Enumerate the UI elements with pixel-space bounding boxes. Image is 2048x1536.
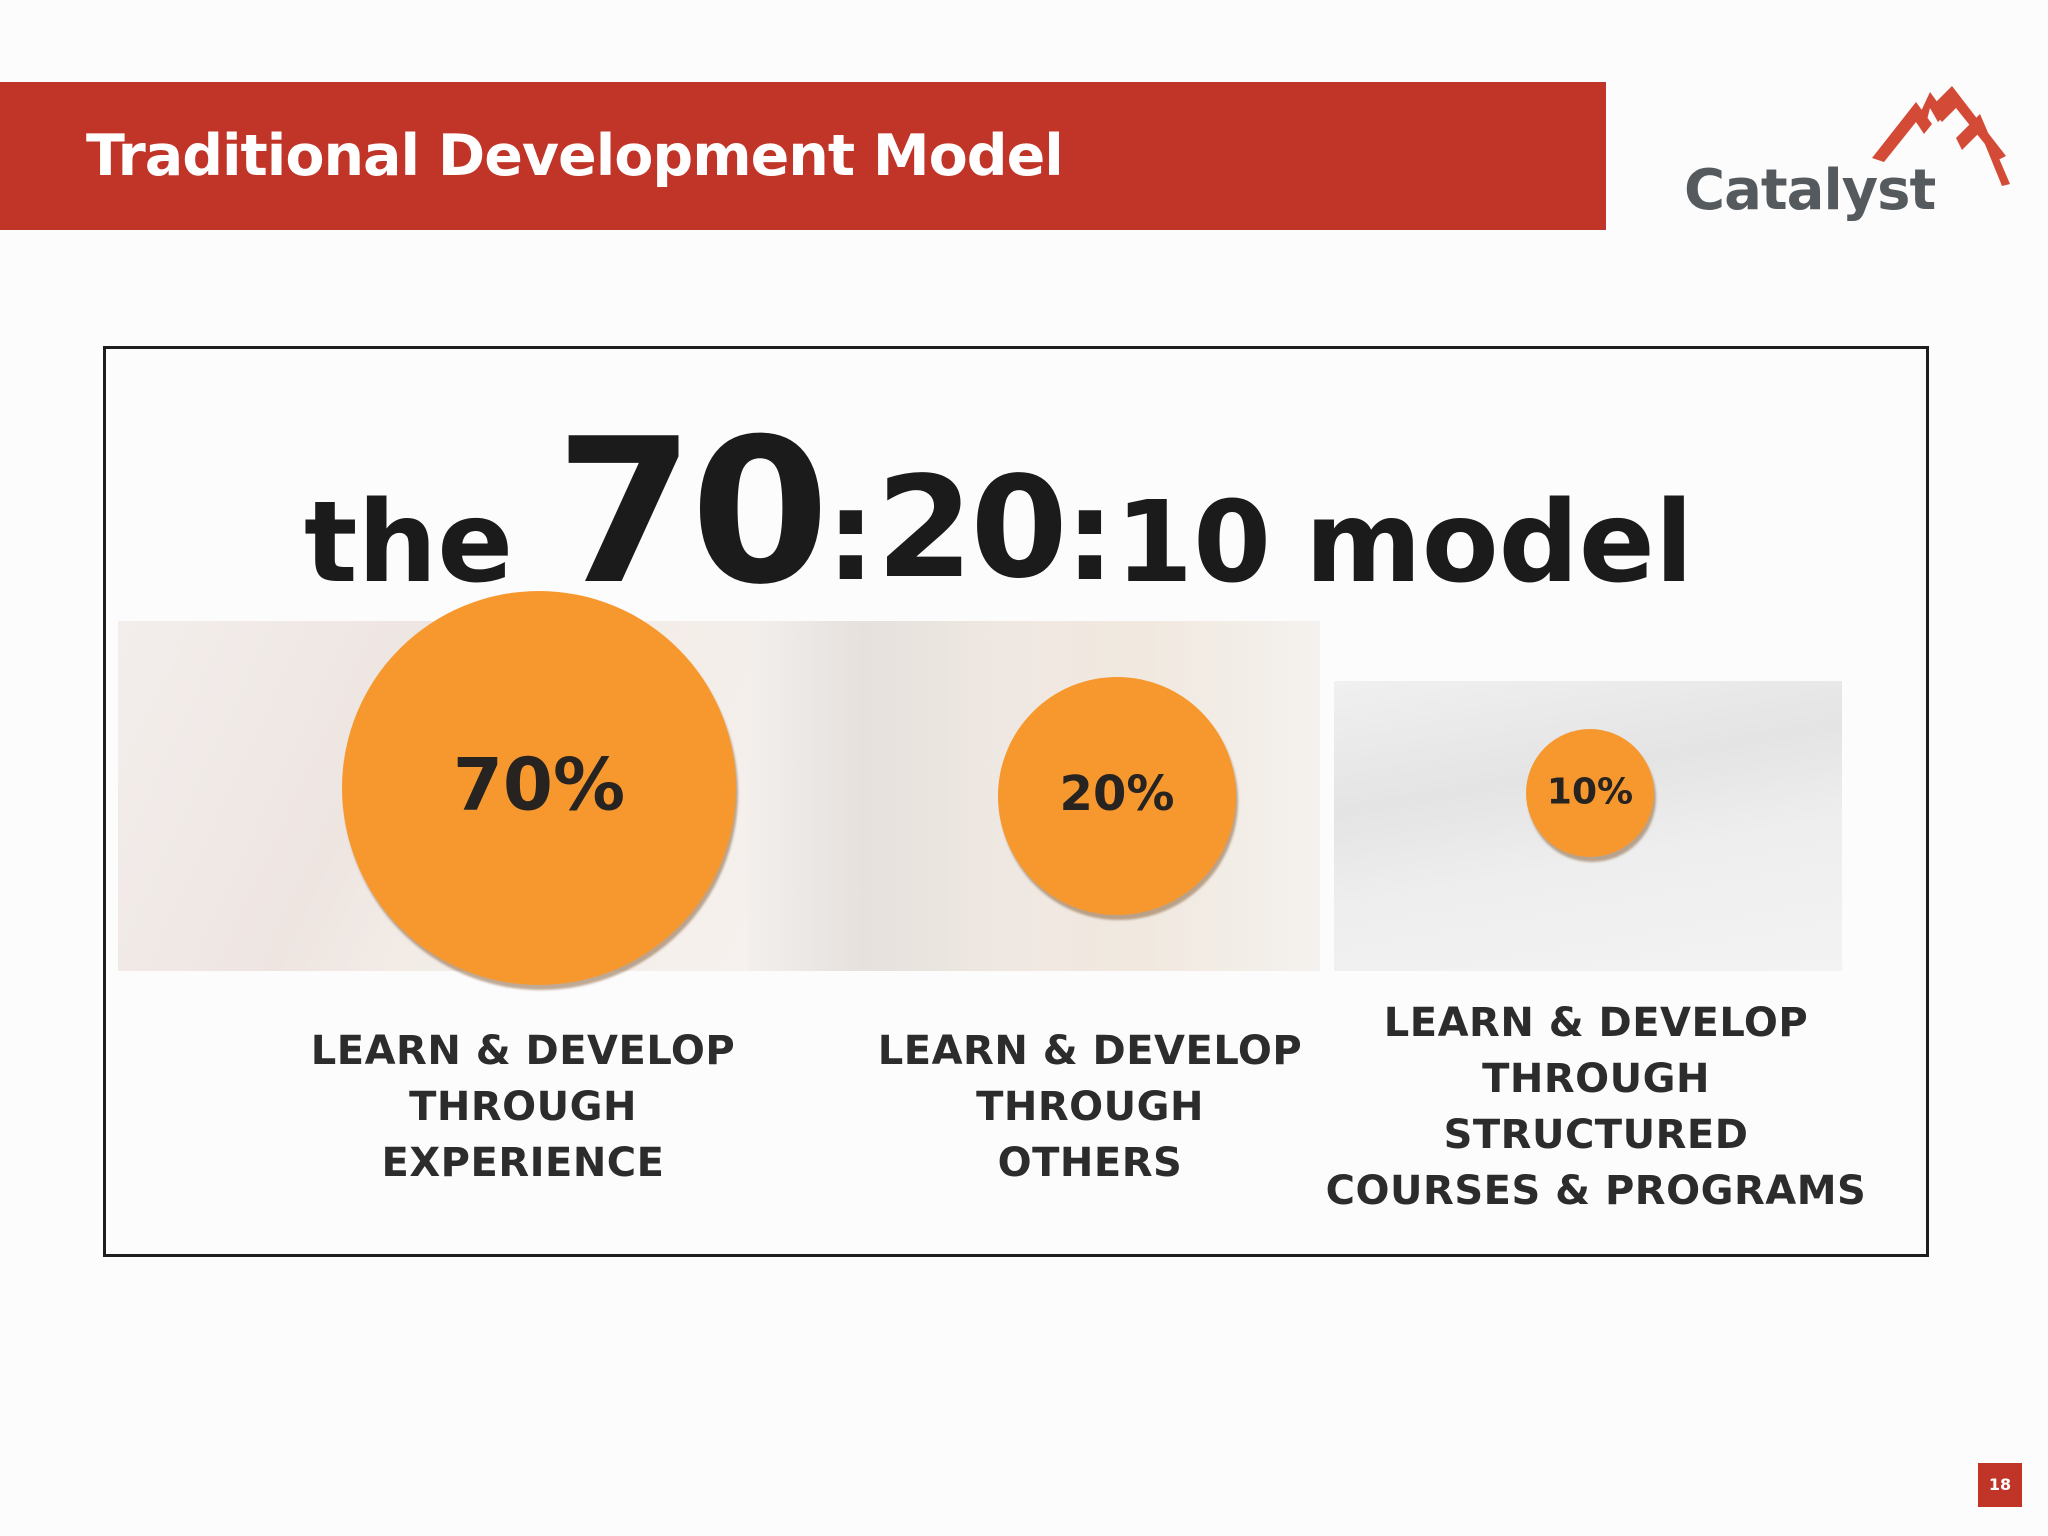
caption-line: COURSES & PROGRAMS bbox=[1325, 1168, 1867, 1214]
caption-line: LEARN & DEVELOP bbox=[1383, 1000, 1809, 1046]
caption-line: OTHERS bbox=[997, 1140, 1183, 1186]
caption-line: STRUCTURED bbox=[1443, 1112, 1749, 1158]
caption-structured: LEARN & DEVELOP THROUGH STRUCTURED COURS… bbox=[1286, 995, 1906, 1219]
percent-circle-10: 10% bbox=[1526, 729, 1654, 857]
caption-experience: LEARN & DEVELOP THROUGH EXPERIENCE bbox=[273, 1023, 773, 1191]
caption-others: LEARN & DEVELOP THROUGH OTHERS bbox=[840, 1023, 1340, 1191]
percent-label: 10% bbox=[1546, 770, 1634, 812]
percent-circle-70: 70% bbox=[342, 591, 736, 985]
caption-line: THROUGH bbox=[976, 1084, 1204, 1130]
model-headline: the 70 : 20 : 10 model bbox=[304, 396, 1694, 629]
percent-label: 70% bbox=[452, 742, 626, 827]
percent-circle-20: 20% bbox=[998, 677, 1236, 915]
headline-colon-2: : bbox=[1064, 462, 1116, 609]
title-bar: Traditional Development Model bbox=[0, 82, 1606, 230]
caption-line: LEARN & DEVELOP bbox=[310, 1028, 736, 1074]
logo-wordmark: Catalyst bbox=[1684, 158, 1936, 223]
caption-line: THROUGH bbox=[1482, 1056, 1710, 1102]
caption-line: EXPERIENCE bbox=[381, 1140, 665, 1186]
headline-the: the bbox=[304, 478, 514, 608]
page-number-badge: 18 bbox=[1978, 1463, 2022, 1507]
headline-10: 10 bbox=[1115, 478, 1272, 608]
slide-title: Traditional Development Model bbox=[86, 123, 1064, 189]
headline-70: 70 bbox=[555, 396, 829, 629]
mountain-peaks-icon bbox=[1872, 86, 2010, 186]
catalyst-logo: Catalyst bbox=[1680, 80, 2020, 240]
headline-model: model bbox=[1305, 478, 1694, 608]
caption-line: LEARN & DEVELOP bbox=[877, 1028, 1303, 1074]
percent-label: 20% bbox=[1059, 765, 1175, 822]
model-diagram: the 70 : 20 : 10 model 70% 20% 10% LEARN… bbox=[103, 346, 1929, 1257]
headline-20: 20 bbox=[875, 447, 1068, 610]
caption-line: THROUGH bbox=[409, 1084, 637, 1130]
headline-colon-1: : bbox=[825, 462, 876, 609]
